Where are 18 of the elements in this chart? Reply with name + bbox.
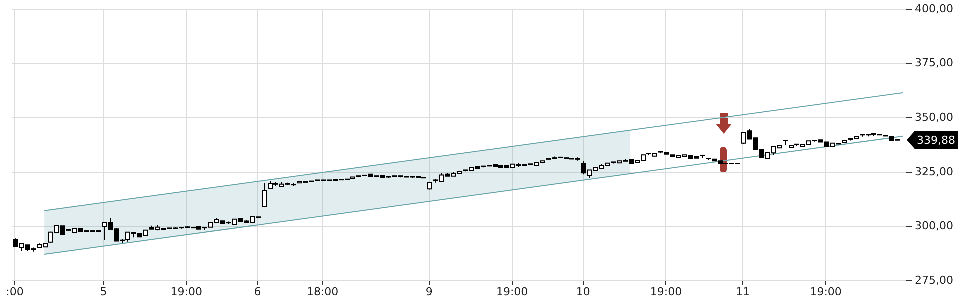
y-tick-label: 325,00 bbox=[915, 165, 954, 178]
x-tick-label: :00 bbox=[6, 285, 24, 298]
x-tick-label: 18:00 bbox=[306, 285, 339, 298]
y-tick-label: 375,00 bbox=[915, 56, 954, 70]
x-tick-label: 5 bbox=[100, 285, 108, 298]
y-tick-label: 300,00 bbox=[915, 220, 954, 233]
x-tick-label: 19:00 bbox=[810, 285, 842, 298]
x-tick-label: 19:00 bbox=[650, 285, 682, 298]
y-tick-label: 350,00 bbox=[915, 111, 954, 124]
y-tick-label: 275,00 bbox=[915, 274, 954, 287]
x-tick-label: 19:00 bbox=[496, 285, 528, 298]
x-tick-label: 19:00 bbox=[170, 285, 203, 298]
text: 339,88 bbox=[917, 134, 956, 147]
x-tick-label: 6 bbox=[254, 285, 262, 298]
x-tick-label: 10 bbox=[576, 285, 590, 298]
x-tick-label: 9 bbox=[426, 285, 433, 298]
x-tick-label: 11 bbox=[736, 285, 750, 298]
y-tick-label: 400,00 bbox=[915, 2, 954, 16]
